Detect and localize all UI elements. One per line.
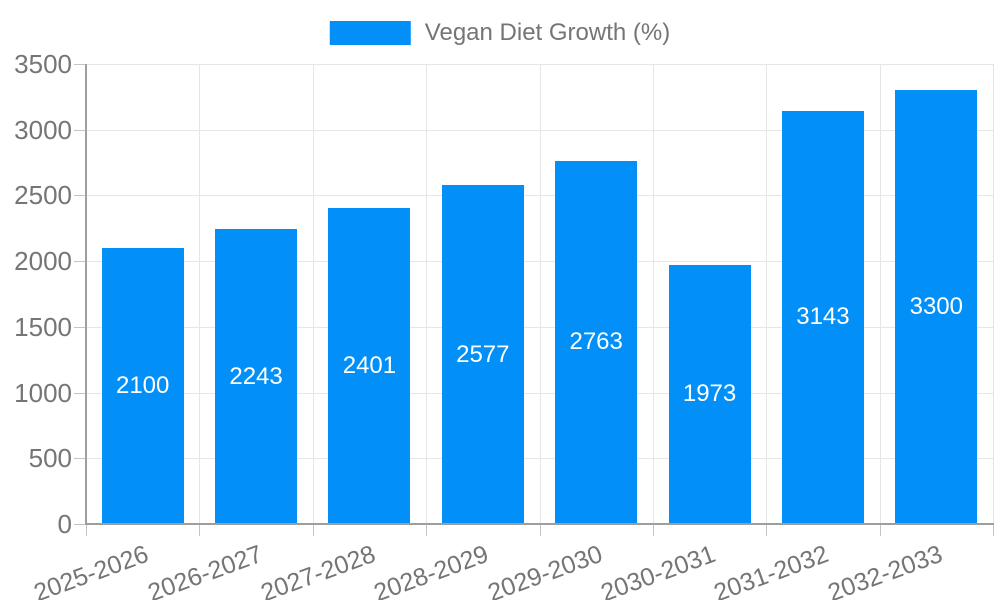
chart-legend[interactable]: Vegan Diet Growth (%)	[329, 19, 671, 47]
x-gridline	[879, 64, 881, 524]
y-tick-label: 1500	[14, 311, 72, 342]
y-tick-mark	[74, 195, 86, 197]
x-tick-mark	[312, 524, 314, 536]
x-tick-mark	[539, 524, 541, 536]
x-tick-mark	[86, 524, 87, 536]
bar[interactable]: 2243	[215, 229, 298, 524]
x-gridline	[312, 64, 314, 524]
y-tick-label: 2000	[14, 246, 72, 277]
bar-value-label: 2100	[115, 372, 170, 399]
y-tick-mark	[74, 261, 86, 263]
bar-value-label: 2401	[342, 352, 397, 380]
bar[interactable]: 2401	[328, 208, 411, 524]
legend-swatch	[329, 21, 411, 45]
x-tick-label: 2031-2032	[710, 540, 833, 600]
x-gridline	[539, 64, 541, 524]
x-gridline	[766, 64, 768, 524]
bar[interactable]: 2577	[441, 185, 524, 524]
bar-value-label: 3300	[909, 293, 963, 321]
x-tick-mark	[426, 524, 428, 536]
bar-value-label: 2577	[456, 340, 510, 368]
x-tick-mark	[993, 524, 994, 536]
y-tick-mark	[74, 64, 86, 65]
legend-label: Vegan Diet Growth (%)	[424, 19, 671, 46]
x-tick-mark	[652, 524, 654, 536]
bar-value-label: 2243	[229, 362, 283, 390]
x-tick-mark	[766, 524, 768, 536]
bar-value-label: 2763	[569, 328, 623, 356]
y-tick-label: 500	[28, 443, 72, 474]
x-tick-label: 2028-2029	[370, 540, 493, 600]
x-gridline	[426, 64, 428, 524]
bar[interactable]: 2763	[555, 160, 638, 524]
x-tick-label: 2026-2027	[143, 540, 266, 600]
bar-value-label: 1973	[682, 380, 737, 408]
bar[interactable]: 3143	[781, 110, 864, 524]
bar-value-label: 3143	[796, 303, 850, 331]
x-gridline	[993, 64, 994, 524]
y-axis-line	[85, 64, 87, 524]
y-tick-label: 3500	[14, 49, 72, 79]
x-tick-label: 2030-2031	[597, 540, 720, 600]
x-gridline	[199, 64, 201, 524]
x-tick-label: 2027-2028	[257, 540, 380, 600]
y-tick-label: 2500	[14, 180, 72, 211]
x-tick-label: 2032-2033	[823, 540, 946, 600]
y-tick-label: 1000	[14, 377, 72, 408]
y-tick-mark	[74, 524, 86, 525]
y-tick-mark	[74, 326, 86, 328]
y-tick-mark	[74, 458, 86, 460]
x-tick-label: 2025-2026	[30, 540, 153, 600]
y-tick-label: 3000	[14, 114, 72, 145]
bar[interactable]: 3300	[895, 90, 978, 524]
y-tick-mark	[74, 392, 86, 394]
y-tick-label: 0	[57, 509, 72, 539]
x-tick-label: 2029-2030	[483, 540, 606, 600]
x-gridline	[652, 64, 654, 524]
y-tick-mark	[74, 129, 86, 131]
x-tick-mark	[199, 524, 201, 536]
x-tick-mark	[879, 524, 881, 536]
x-axis-line	[85, 523, 994, 525]
bar[interactable]: 2100	[101, 248, 184, 524]
bar[interactable]: 1973	[668, 264, 751, 524]
